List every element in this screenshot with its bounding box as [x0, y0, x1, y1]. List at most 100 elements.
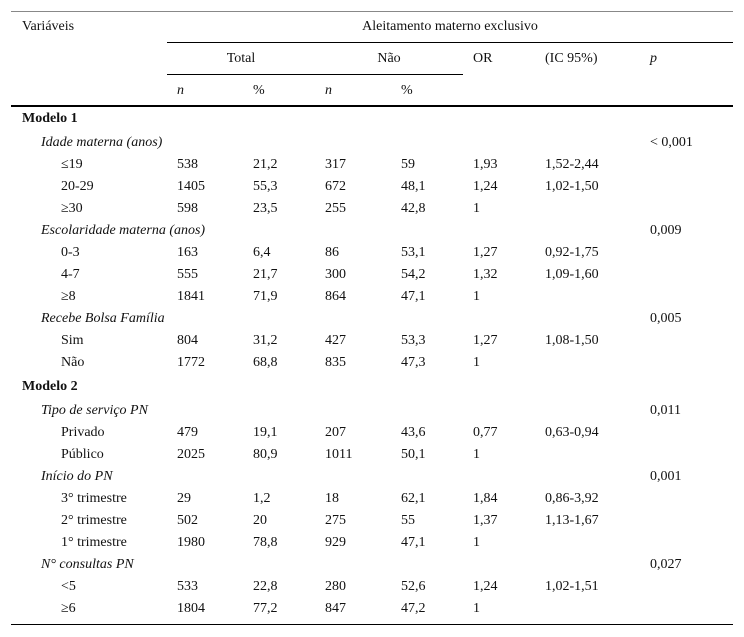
cell: 280: [325, 579, 346, 594]
cell: 1,37: [473, 513, 498, 528]
row-label: Público: [61, 447, 104, 462]
group-label: Tipo de serviço PN: [41, 403, 148, 418]
subheader: n: [325, 83, 332, 98]
rule: [167, 42, 733, 43]
cell: 1,52-2,44: [545, 157, 599, 172]
cell: 1,32: [473, 267, 498, 282]
cell: 50,1: [401, 447, 426, 462]
cell: 1: [473, 201, 480, 216]
cell: 19,1: [253, 425, 278, 440]
header: Aleitamento materno exclusivo: [362, 19, 538, 34]
cell: 68,8: [253, 355, 278, 370]
row-label: 2° trimestre: [61, 513, 127, 528]
row-label: <5: [61, 579, 76, 594]
cell: 163: [177, 245, 198, 260]
group-label: Escolaridade materna (anos): [41, 223, 206, 238]
cell: 22,8: [253, 579, 278, 594]
cell: 1,93: [473, 157, 498, 172]
cell: 672: [325, 179, 346, 194]
row-label: ≥30: [61, 201, 83, 216]
cell: 0,77: [473, 425, 498, 440]
cell: 1,08-1,50: [545, 333, 599, 348]
cell: 55: [401, 513, 415, 528]
cell: 598: [177, 201, 198, 216]
cell: 43,6: [401, 425, 426, 440]
cell: 48,1: [401, 179, 426, 194]
row-label: 4-7: [61, 267, 80, 282]
cell: 47,2: [401, 601, 426, 616]
row-label: Privado: [61, 425, 105, 440]
header: (IC 95%): [545, 51, 598, 66]
cell: 1,24: [473, 579, 498, 594]
p-value: 0,027: [650, 557, 682, 572]
cell: 1405: [177, 179, 205, 194]
cell: 1,27: [473, 333, 498, 348]
row-label: ≥8: [61, 289, 76, 304]
cell: 71,9: [253, 289, 278, 304]
rule: [11, 624, 733, 625]
cell: 1: [473, 535, 480, 550]
cell: 1011: [325, 447, 353, 462]
row-label: Sim: [61, 333, 84, 348]
cell: 207: [325, 425, 346, 440]
cell: 21,7: [253, 267, 278, 282]
group-label: Início do PN: [41, 469, 113, 484]
group-label: Recebe Bolsa Família: [41, 311, 165, 326]
group-label: N° consultas PN: [41, 557, 134, 572]
subheader: %: [401, 83, 413, 98]
row-label: ≥6: [61, 601, 76, 616]
header: Não: [377, 51, 401, 66]
cell: 2025: [177, 447, 205, 462]
cell: 23,5: [253, 201, 278, 216]
cell: 479: [177, 425, 198, 440]
row-label: Não: [61, 355, 85, 370]
cell: 0,86-3,92: [545, 491, 599, 506]
cell: 59: [401, 157, 415, 172]
p-value: 0,001: [650, 469, 682, 484]
cell: 1: [473, 601, 480, 616]
cell: 1,09-1,60: [545, 267, 599, 282]
subheader: %: [253, 83, 265, 98]
cell: 864: [325, 289, 346, 304]
cell: 31,2: [253, 333, 278, 348]
row-label: 3° trimestre: [61, 491, 127, 506]
p-value: 0,011: [650, 403, 681, 418]
cell: 53,1: [401, 245, 426, 260]
cell: 835: [325, 355, 346, 370]
cell: 929: [325, 535, 346, 550]
cell: 847: [325, 601, 346, 616]
cell: 18: [325, 491, 339, 506]
cell: 21,2: [253, 157, 278, 172]
rule: [167, 74, 463, 75]
cell: 502: [177, 513, 198, 528]
cell: 1,84: [473, 491, 498, 506]
cell: 1772: [177, 355, 205, 370]
cell: 1: [473, 447, 480, 462]
cell: 1,2: [253, 491, 271, 506]
section-title: Modelo 1: [22, 111, 78, 126]
p-value: 0,009: [650, 223, 682, 238]
cell: 804: [177, 333, 198, 348]
row-label: 1° trimestre: [61, 535, 127, 550]
cell: 0,92-1,75: [545, 245, 599, 260]
cell: 86: [325, 245, 339, 260]
header: Total: [226, 51, 256, 66]
cell: 0,63-0,94: [545, 425, 599, 440]
cell: 29: [177, 491, 191, 506]
cell: 1,27: [473, 245, 498, 260]
cell: 538: [177, 157, 198, 172]
cell: 1804: [177, 601, 205, 616]
cell: 1,24: [473, 179, 498, 194]
cell: 1841: [177, 289, 205, 304]
cell: 255: [325, 201, 346, 216]
cell: 1: [473, 355, 480, 370]
cell: 62,1: [401, 491, 426, 506]
cell: 52,6: [401, 579, 426, 594]
cell: 55,3: [253, 179, 278, 194]
cell: 47,1: [401, 535, 426, 550]
cell: 78,8: [253, 535, 278, 550]
rule: [11, 105, 733, 107]
cell: 47,3: [401, 355, 426, 370]
header: OR: [473, 51, 493, 66]
